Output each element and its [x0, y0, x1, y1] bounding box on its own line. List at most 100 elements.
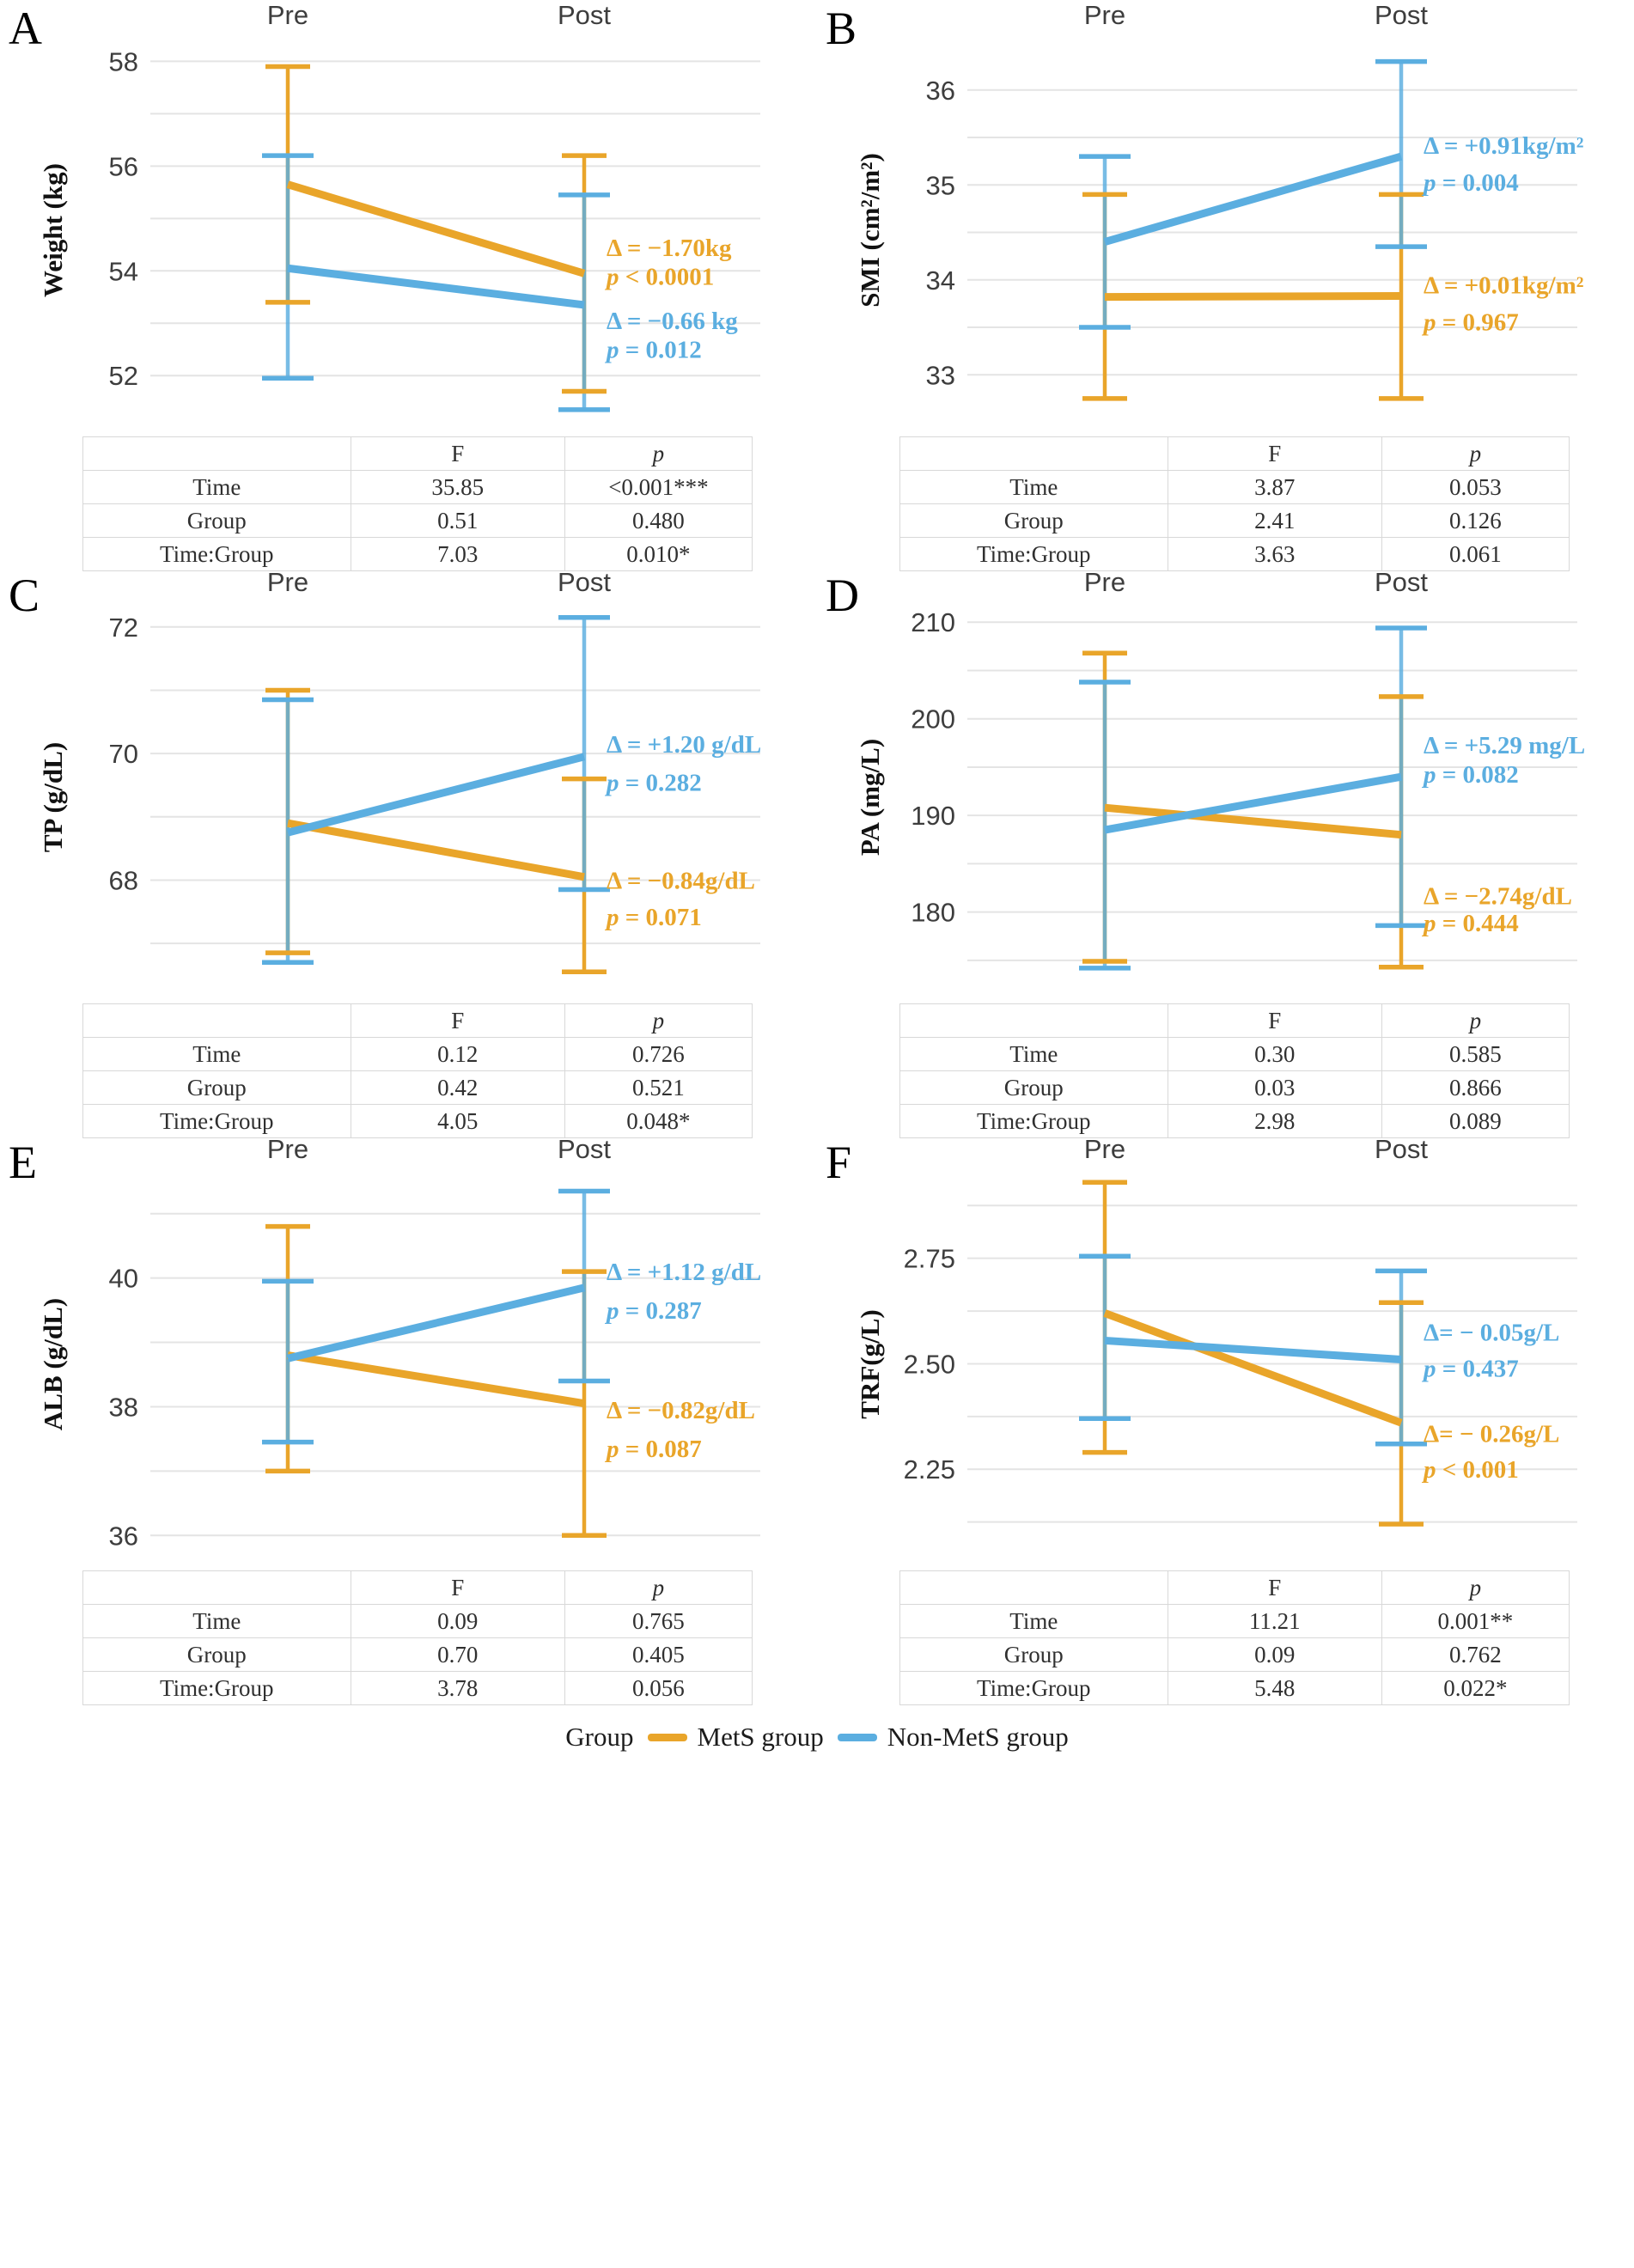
stat-value: 0.09 [350, 1604, 565, 1638]
stat-value: 0.053 [1381, 470, 1570, 504]
series-line-mets [287, 819, 585, 881]
stat-row-label: Time:Group [82, 537, 351, 571]
x-category-label: Pre [267, 567, 308, 597]
stats-row: Time 3.87 0.053 [899, 470, 1570, 504]
y-tick-label: 56 [109, 151, 138, 181]
stat-value: 7.03 [350, 537, 565, 571]
stat-value: 5.48 [1167, 1671, 1382, 1705]
annotation-text: p = 0.967 [1421, 308, 1519, 336]
x-category-label: Pre [267, 0, 308, 30]
series-line-nonmets [1103, 152, 1403, 246]
stats-row: Time:Group 2.98 0.089 [899, 1104, 1570, 1138]
stat-row-label: Time [899, 470, 1168, 504]
annotation-text: p < 0.0001 [604, 263, 714, 290]
stat-row-label: Group [82, 1637, 351, 1672]
y-tick-label: 72 [109, 613, 138, 643]
stats-header-blank [82, 1003, 351, 1038]
x-category-label: Post [558, 567, 611, 597]
stats-header-blank [82, 436, 351, 471]
stats-row: Time:Group 5.48 0.022* [899, 1671, 1570, 1705]
legend-swatch-mets-icon [647, 1733, 687, 1741]
panel-e: E ALB (g/dL) Pre Post 36 38 40 Δ = +1.12 g/dL… [0, 1134, 817, 1705]
stat-row-label: Time [899, 1037, 1168, 1071]
stat-row-label: Time [82, 1604, 351, 1638]
annotation-text: p < 0.001 [1421, 1456, 1519, 1484]
x-category-label: Post [558, 0, 611, 30]
annotation-text: Δ = −0.66 kg [607, 308, 738, 335]
stats-row: Time:Group 3.63 0.061 [899, 537, 1570, 571]
stats-header-p: p [1381, 1003, 1570, 1038]
y-tick-label: 210 [911, 607, 955, 637]
y-tick-label: 35 [926, 170, 955, 200]
x-category-label: Post [1375, 1134, 1428, 1164]
y-tick-label: 38 [109, 1392, 138, 1422]
stats-header-f: F [350, 1570, 565, 1605]
stat-row-label: Group [82, 503, 351, 538]
x-category-label: Pre [1084, 1134, 1125, 1164]
panel-b: B SMI (cm²/m²) Pre Post 33 34 35 36 Δ = +0.91k… [817, 0, 1634, 571]
stats-body: Time 0.09 0.765 Group 0.70 0.405 Time:Group 3.7… [82, 1604, 753, 1705]
x-category-label: Post [1375, 567, 1428, 597]
stats-header-f: F [1167, 436, 1382, 471]
x-category-label: Post [1375, 0, 1428, 30]
line-chart: Pre Post 33 34 35 36 Δ = +0.91kg/m² p = 0.004 Δ … [926, 0, 1584, 401]
stats-row: Group 0.42 0.521 [82, 1070, 753, 1105]
y-tick-label: 33 [926, 360, 955, 390]
series-line-mets [1104, 292, 1402, 302]
stat-value: 0.51 [350, 503, 565, 538]
stats-header-blank [899, 436, 1168, 471]
stat-value: 0.726 [564, 1037, 753, 1071]
y-tick-label: 180 [911, 898, 955, 928]
stat-row-label: Time [82, 1037, 351, 1071]
stats-row: Group 0.03 0.866 [899, 1070, 1570, 1105]
stat-row-label: Time:Group [899, 537, 1168, 571]
panel-letter: C [9, 570, 40, 621]
y-tick-label: 54 [109, 256, 138, 286]
stat-value: 0.09 [1167, 1637, 1382, 1672]
stat-value: 4.05 [350, 1104, 565, 1138]
annotation-text: Δ = −0.82g/dL [607, 1397, 755, 1424]
annotation-text: Δ = +5.29 mg/L [1424, 732, 1585, 759]
series-line-mets [287, 1351, 585, 1408]
stats-row: Time 0.30 0.585 [899, 1037, 1570, 1071]
legend-title: Group [565, 1722, 634, 1752]
stats-body: Time 35.85 <0.001*** Group 0.51 0.480 Time:Gro… [82, 470, 753, 571]
stats-row: Group 0.51 0.480 [82, 503, 753, 538]
y-tick-label: 2.25 [904, 1454, 955, 1485]
annotation-text: p = 0.004 [1421, 169, 1519, 197]
stat-row-label: Time:Group [899, 1671, 1168, 1705]
stat-value: 0.762 [1381, 1637, 1570, 1672]
annotation-text: p = 0.437 [1421, 1355, 1519, 1382]
stats-row: Time 11.21 0.001** [899, 1604, 1570, 1638]
stat-value: 0.480 [564, 503, 753, 538]
stat-value: 0.70 [350, 1637, 565, 1672]
y-tick-label: 190 [911, 801, 955, 831]
stat-value: 0.03 [1167, 1070, 1382, 1105]
stat-value: 0.866 [1381, 1070, 1570, 1105]
stat-row-label: Time:Group [82, 1104, 351, 1138]
stats-header-p: p [564, 436, 753, 471]
stat-value: 3.63 [1167, 537, 1382, 571]
panel-f: F TRF(g/L) Pre Post 2.25 2.50 2.75 Δ= − 0.05g… [817, 1134, 1634, 1705]
stats-row: Time 0.09 0.765 [82, 1604, 753, 1638]
stat-value: 0.765 [564, 1604, 753, 1638]
stat-row-label: Time [899, 1604, 1168, 1638]
stat-value: 0.42 [350, 1070, 565, 1105]
stats-table: F p Time 0.12 0.726 Group 0.42 0.521 Time:Grou… [82, 1003, 753, 1138]
y-tick-label: 200 [911, 704, 955, 735]
stats-header-p: p [564, 1003, 753, 1038]
stat-row-label: Group [899, 1070, 1168, 1105]
annotation-text: p = 0.444 [1421, 910, 1519, 937]
y-tick-label: 68 [109, 865, 138, 895]
annotation-text: Δ= − 0.05g/L [1424, 1320, 1559, 1347]
stat-value: 3.78 [350, 1671, 565, 1705]
stats-body: Time 0.30 0.585 Group 0.03 0.866 Time:Group 2.9… [899, 1037, 1570, 1138]
panel-letter: E [9, 1137, 37, 1188]
stat-value: 0.30 [1167, 1037, 1382, 1071]
stats-header-p: p [564, 1570, 753, 1605]
y-tick-label: 58 [109, 46, 138, 76]
stats-body: Time 0.12 0.726 Group 0.42 0.521 Time:Group 4.0… [82, 1037, 753, 1138]
stats-header-f: F [1167, 1570, 1382, 1605]
line-chart: Pre Post 36 38 40 Δ = +1.12 g/dL p = 0.287 Δ = … [109, 1134, 762, 1551]
annotation-text: p = 0.087 [604, 1436, 702, 1463]
